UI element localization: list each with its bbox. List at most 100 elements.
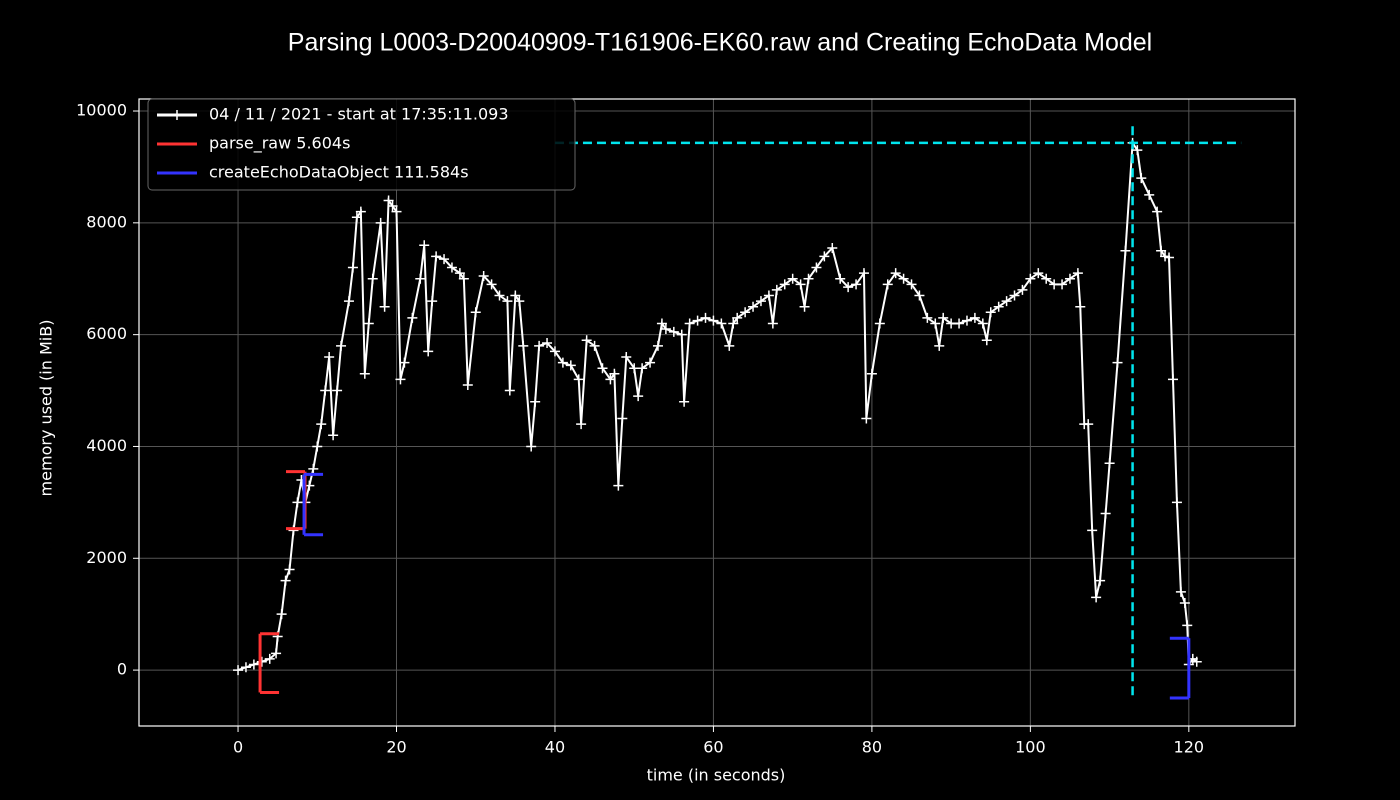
legend-box — [147, 98, 576, 191]
point-marker — [938, 312, 949, 323]
point-marker — [280, 575, 291, 586]
point-marker — [1033, 268, 1044, 279]
chart-title: Parsing L0003-D20040909-T161906-EK60.raw… — [288, 29, 1152, 57]
point-marker — [375, 217, 386, 228]
point-marker — [637, 363, 648, 374]
point-marker — [1136, 173, 1147, 184]
point-marker — [934, 340, 945, 351]
point-marker — [843, 282, 854, 293]
point-marker — [811, 262, 822, 273]
point-marker — [502, 296, 513, 307]
point-marker — [605, 374, 616, 385]
point-marker — [851, 279, 862, 290]
point-marker — [728, 318, 739, 329]
point-marker — [652, 340, 663, 351]
point-marker — [316, 419, 327, 430]
legend-label: parse_raw 5.604s — [209, 134, 350, 154]
point-marker — [1087, 525, 1098, 536]
point-marker — [977, 318, 988, 329]
point-marker — [1132, 145, 1143, 156]
point-marker — [771, 284, 782, 295]
point-marker — [1152, 206, 1163, 217]
point-marker — [312, 441, 323, 452]
point-marker — [462, 379, 473, 390]
point-marker — [454, 268, 465, 279]
point-marker — [827, 242, 838, 253]
point-marker — [981, 335, 992, 346]
point-marker — [660, 324, 671, 335]
point-marker — [803, 273, 814, 284]
point-marker — [264, 653, 275, 664]
point-marker — [708, 315, 719, 326]
point-marker — [276, 609, 287, 620]
point-marker — [415, 273, 426, 284]
point-marker — [1164, 252, 1175, 263]
point-marker — [423, 346, 434, 357]
point-marker — [573, 374, 584, 385]
point-marker — [510, 290, 521, 301]
point-marker — [359, 368, 370, 379]
point-marker — [795, 279, 806, 290]
legend-marker — [172, 110, 182, 120]
point-marker — [549, 346, 560, 357]
point-marker — [732, 312, 743, 323]
point-marker — [954, 318, 965, 329]
point-marker — [1025, 273, 1036, 284]
x-tick-label: 80 — [862, 738, 882, 757]
point-marker — [486, 279, 497, 290]
point-marker — [407, 312, 418, 323]
point-marker — [1191, 656, 1202, 667]
point-marker — [755, 296, 766, 307]
point-marker — [478, 270, 489, 281]
point-marker — [890, 268, 901, 279]
point-marker — [419, 240, 430, 251]
point-marker — [395, 374, 406, 385]
point-marker — [676, 329, 687, 340]
x-tick-label: 0 — [233, 738, 243, 757]
legend: 04 / 11 / 2021 - start at 17:35:11.093 pa… — [147, 98, 576, 191]
point-marker — [248, 659, 259, 670]
point-marker — [1104, 458, 1115, 469]
point-marker — [1075, 301, 1086, 312]
point-marker — [882, 279, 893, 290]
point-marker — [1167, 374, 1178, 385]
point-marker — [233, 665, 244, 676]
point-marker — [518, 340, 529, 351]
point-marker — [308, 463, 319, 474]
point-marker — [684, 318, 695, 329]
point-marker — [861, 413, 872, 424]
point-marker — [1112, 357, 1123, 368]
x-axis-label: time (in seconds) — [647, 766, 786, 785]
point-marker — [271, 648, 282, 659]
point-marker — [336, 340, 347, 351]
point-marker — [1057, 279, 1068, 290]
point-marker — [700, 312, 711, 323]
point-marker — [391, 206, 402, 217]
point-marker — [787, 273, 798, 284]
point-marker — [355, 206, 366, 217]
point-marker — [799, 301, 810, 312]
point-marker — [930, 318, 941, 329]
point-marker — [1175, 586, 1186, 597]
point-marker — [542, 338, 553, 349]
point-marker — [328, 430, 339, 441]
point-marker — [835, 273, 846, 284]
point-marker — [914, 290, 925, 301]
point-marker — [1182, 620, 1193, 631]
point-marker — [656, 318, 667, 329]
point-marker — [534, 340, 545, 351]
point-marker — [633, 391, 644, 402]
point-marker — [427, 296, 438, 307]
point-marker — [589, 340, 600, 351]
y-axis-label: memory used (in MiB) — [37, 320, 56, 497]
point-marker — [609, 368, 620, 379]
point-marker — [1120, 245, 1131, 256]
point-marker — [748, 301, 759, 312]
point-marker — [1001, 296, 1012, 307]
point-marker — [1179, 598, 1190, 609]
memory-line — [237, 139, 1198, 672]
x-tick-label: 40 — [545, 738, 565, 757]
point-marker — [1041, 273, 1052, 284]
x-tick-label: 20 — [386, 738, 406, 757]
legend-label: createEchoDataObject 111.584s — [209, 163, 469, 182]
